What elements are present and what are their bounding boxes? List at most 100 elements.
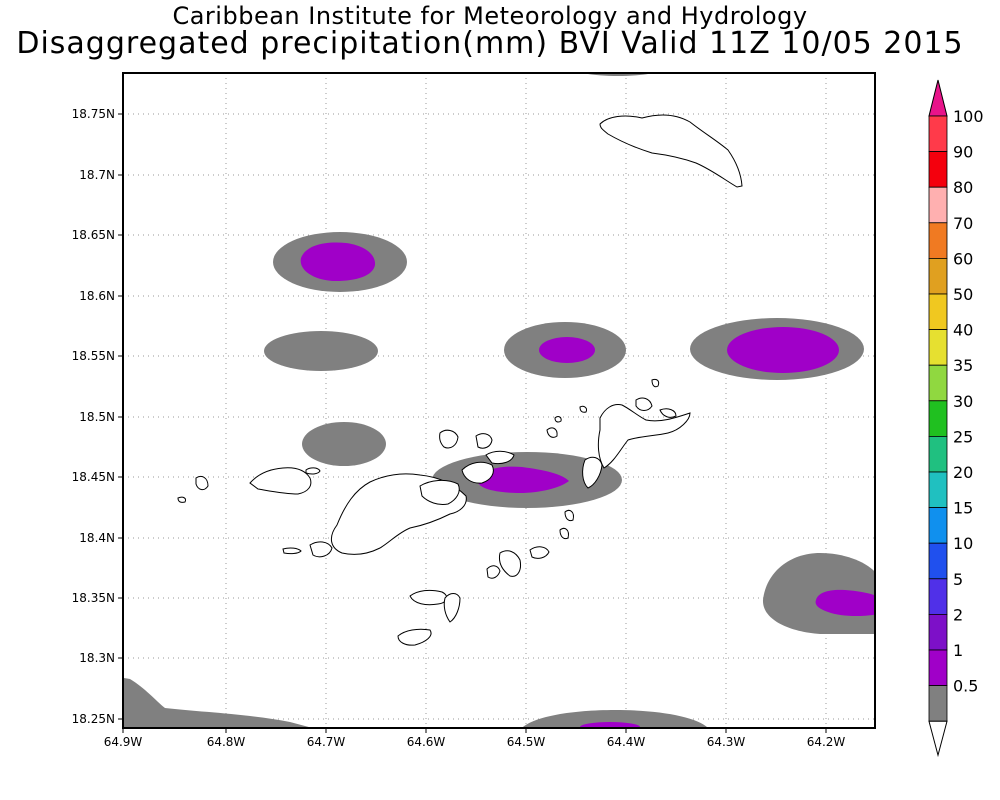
island-peter — [443, 593, 461, 623]
colorbar-swatch — [928, 151, 948, 188]
colorbar-bottom-arrow — [928, 720, 948, 758]
x-tick-label: 64.6W — [407, 735, 446, 749]
colorbar-swatch — [928, 364, 948, 402]
colorbar-swatch — [928, 222, 948, 259]
y-tick-label: 18.7N — [79, 168, 115, 182]
colorbar-label: 0.5 — [953, 677, 978, 696]
island-beef-island — [485, 450, 515, 465]
rain-cell-grey — [302, 422, 386, 466]
colorbar-swatch — [928, 542, 948, 580]
x-tick-label: 64.5W — [507, 735, 546, 749]
rain-cell-purple — [815, 589, 875, 617]
island-ginger — [529, 546, 550, 559]
island-scrub — [461, 461, 494, 484]
colorbar-label: 100 — [953, 107, 984, 126]
island-necker — [651, 378, 660, 388]
island-eustatia — [659, 408, 677, 418]
island-guana — [439, 429, 459, 449]
x-tick-label: 64.2W — [807, 735, 846, 749]
island-salt — [499, 550, 521, 577]
colorbar-top-arrow — [928, 79, 948, 117]
colorbar-swatch — [928, 186, 948, 224]
y-tick-label: 18.35N — [72, 591, 115, 605]
colorbar-swatch — [928, 685, 948, 722]
rain-cell-grey — [123, 677, 313, 728]
x-tick-label: 64.8W — [207, 735, 246, 749]
colorbar-swatch — [928, 614, 948, 651]
colorbar-swatch — [928, 507, 948, 544]
island-cooper — [486, 565, 501, 579]
x-tick-label: 64.4W — [607, 735, 646, 749]
island-sandy — [195, 475, 209, 491]
colorbar-label: 80 — [953, 178, 973, 197]
colorbar-swatch — [928, 471, 948, 508]
rain-cell-purple — [727, 327, 839, 373]
rain-cell-purple — [477, 466, 569, 493]
colorbar-label: 35 — [953, 356, 973, 375]
chart-title: Caribbean Institute for Meteorology and … — [172, 2, 808, 30]
colorbar-label: 25 — [953, 427, 973, 446]
contour-purple-1mm — [300, 242, 875, 728]
island-marina-cay — [579, 405, 587, 413]
colorbar-swatch — [928, 293, 948, 330]
colorbar-label: 90 — [953, 143, 973, 162]
chart-subtitle: Disaggregated precipitation(mm) BVI Vali… — [16, 26, 964, 61]
rain-cell-grey — [264, 331, 378, 371]
island-tortola-east — [419, 479, 460, 505]
x-tick-label: 64.7W — [307, 735, 346, 749]
colorbar-label: 30 — [953, 392, 973, 411]
island-frenchmans-cay — [282, 547, 302, 555]
colorbar-label: 10 — [953, 534, 973, 553]
colorbar-label: 5 — [953, 570, 963, 589]
colorbar-label: 15 — [953, 499, 973, 518]
colorbar-swatch — [928, 400, 948, 437]
rain-cell-purple — [580, 722, 640, 728]
map-frame — [122, 72, 876, 729]
axis-ticks: 64.9W 64.8W 64.7W 64.6W 64.5W 64.4W 64.3W 64.2W… — [72, 107, 846, 749]
y-tick-label: 18.5N — [79, 410, 115, 424]
y-tick-label: 18.6N — [79, 289, 115, 303]
colorbar-swatch — [928, 649, 948, 686]
colorbar-label: 50 — [953, 285, 973, 304]
colorbar-swatch — [928, 329, 948, 366]
colorbar-swatch — [928, 435, 948, 473]
colorbar-swatch — [928, 115, 948, 152]
colorbar-label: 40 — [953, 321, 973, 340]
y-tick-label: 18.3N — [79, 651, 115, 665]
y-tick-label: 18.75N — [72, 107, 115, 121]
island-mosquito — [546, 427, 558, 438]
y-tick-label: 18.55N — [72, 349, 115, 363]
island-little-camanoe — [554, 416, 562, 423]
y-tick-label: 18.45N — [72, 470, 115, 484]
island-prickly-pear — [635, 397, 653, 411]
rain-cell-purple — [539, 337, 595, 363]
x-tick-label: 64.3W — [707, 735, 746, 749]
island-little-jost — [305, 467, 321, 475]
island-little-thatch — [309, 541, 333, 558]
y-tick-label: 18.4N — [79, 531, 115, 545]
x-tick-label: 64.9W — [104, 735, 143, 749]
colorbar-label: 60 — [953, 249, 973, 268]
island-round-rock — [564, 509, 574, 522]
island-fallen-jerusalem — [559, 527, 569, 540]
island-jost-van-dyke — [249, 467, 312, 495]
island-anegada — [599, 114, 743, 188]
rain-cell-purple — [300, 242, 376, 281]
precipitation-colorbar: 100 90 80 70 60 50 40 35 30 25 20 15 10 5 2 1 0.5 — [928, 79, 984, 758]
island-pelican — [397, 628, 432, 646]
colorbar-label: 2 — [953, 605, 963, 624]
island-little-tobago — [177, 496, 186, 503]
precipitation-contours — [123, 73, 875, 728]
colorbar-swatch — [928, 578, 948, 615]
map-plot-area — [123, 73, 875, 728]
island-virgin-gorda-south — [582, 456, 603, 489]
y-tick-label: 18.65N — [72, 228, 115, 242]
colorbar-label: 1 — [953, 641, 963, 660]
colorbar-swatch — [928, 257, 948, 295]
rain-cell-grey — [522, 710, 708, 728]
island-great-camanoe — [475, 433, 493, 449]
y-tick-label: 18.25N — [72, 712, 115, 726]
bvi-islands — [177, 114, 743, 646]
colorbar-label: 20 — [953, 463, 973, 482]
